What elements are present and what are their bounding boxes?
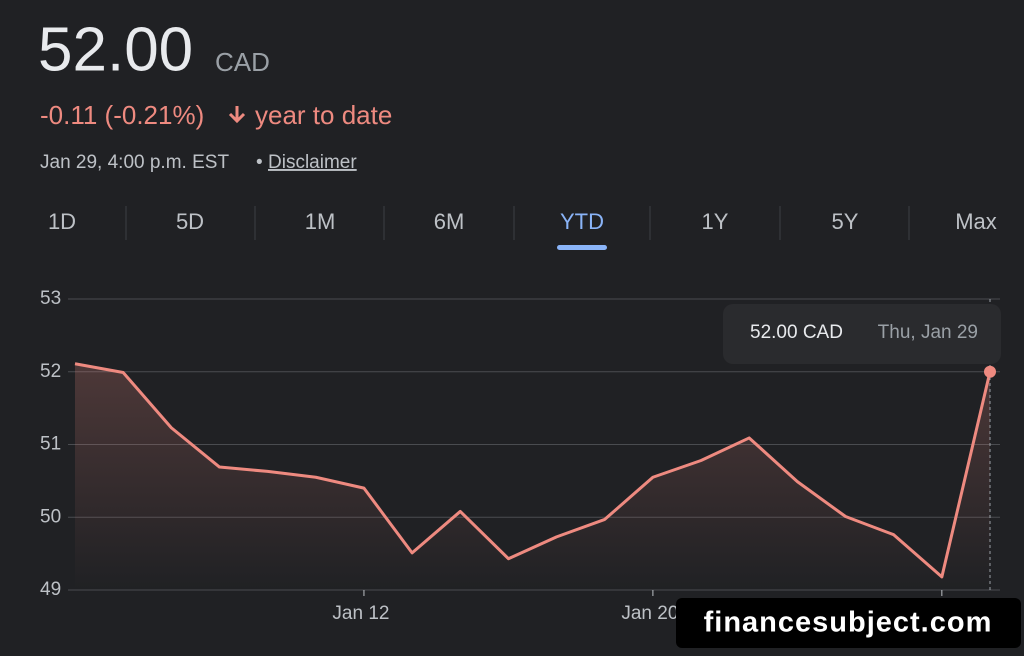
- tooltip-date: Thu, Jan 29: [878, 322, 978, 343]
- tab[interactable]: 5D: [176, 209, 204, 234]
- tooltip: [723, 304, 1001, 364]
- area-fill: [75, 363, 990, 590]
- tab[interactable]: 6M: [434, 209, 465, 234]
- y-tick-label: 51: [40, 434, 61, 455]
- y-tick-label: 49: [40, 579, 61, 600]
- y-tick-label: 53: [40, 288, 61, 309]
- separator: •: [256, 152, 263, 173]
- down-arrow: [228, 106, 246, 124]
- tab[interactable]: 1M: [305, 209, 336, 234]
- tab[interactable]: 5Y: [832, 209, 859, 234]
- watermark: financesubject.com: [704, 607, 993, 639]
- timestamp: Jan 29, 4:00 p.m. EST: [40, 152, 229, 173]
- tab[interactable]: 1Y: [702, 209, 729, 234]
- tab[interactable]: Max: [955, 209, 997, 234]
- period: year to date: [255, 100, 392, 130]
- tab[interactable]: YTD: [560, 209, 604, 234]
- currency: CAD: [215, 47, 270, 77]
- hover-point: [984, 365, 996, 378]
- y-tick-label: 50: [40, 506, 61, 527]
- x-tick-label: Jan 20: [621, 603, 678, 624]
- x-tick-label: Jan 12: [332, 603, 389, 624]
- y-tick-label: 52: [40, 361, 61, 382]
- active-tab-indicator: [557, 245, 607, 250]
- tooltip-value: 52.00 CAD: [750, 322, 843, 343]
- change: -0.11 (-0.21%): [40, 100, 204, 130]
- range-tabs: 1D 5D 1M 6M YTD 1Y 5Y Max: [48, 206, 997, 250]
- tab[interactable]: 1D: [48, 209, 76, 234]
- price-line: [74, 362, 992, 579]
- watermark-box: [676, 598, 1021, 648]
- disclaimer-link[interactable]: Disclaimer: [268, 152, 357, 173]
- price: 52.00: [38, 15, 193, 84]
